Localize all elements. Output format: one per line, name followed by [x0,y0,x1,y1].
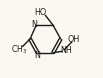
Text: CH$_3$: CH$_3$ [11,43,27,56]
Text: OH: OH [68,35,80,44]
Text: HO: HO [34,8,47,17]
Text: N: N [34,51,40,60]
Text: N: N [31,20,37,29]
Text: NH: NH [60,46,72,55]
